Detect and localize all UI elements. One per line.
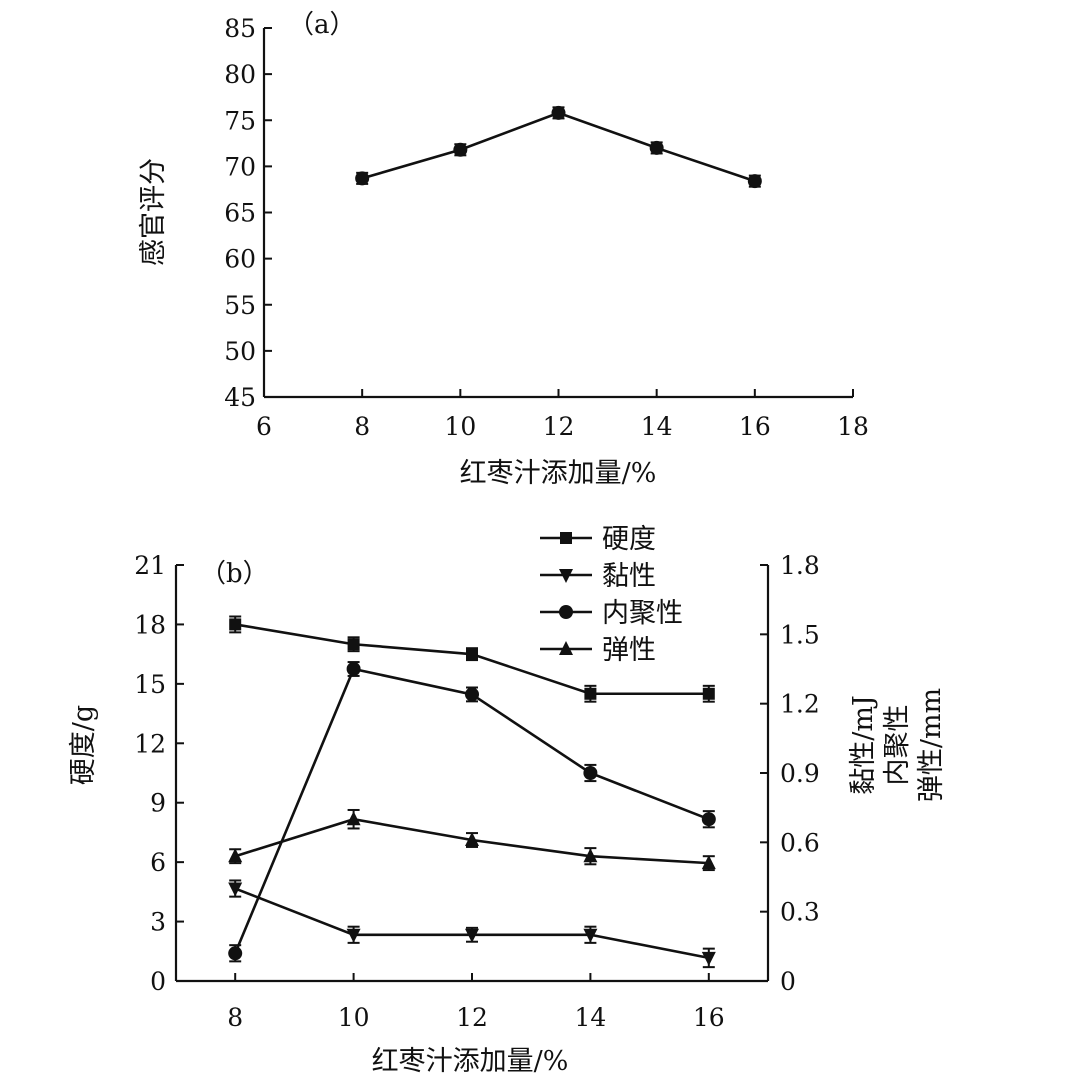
- panel-a-x-tick-label: 14: [641, 412, 673, 441]
- panel-b-right-tick-label: 1.5: [780, 620, 820, 649]
- panel-b-data-point: [583, 928, 598, 943]
- panel-a-data-point: [551, 105, 566, 120]
- panel-b-x-tick-label: 16: [693, 1003, 725, 1032]
- panel-a-label: （a）: [288, 10, 356, 40]
- panel-b-right-axis-label-springiness: 弹性/mm: [916, 688, 947, 802]
- panel-a-ticks: 45 50 55 60 65 70 75 80 85 6 8 10 12 14 16 18: [224, 14, 869, 441]
- panel-b-data-point: [702, 687, 715, 700]
- panel-b-left-tick-label: 21: [134, 551, 166, 580]
- panel-b-left-tick-label: 12: [134, 729, 166, 758]
- panel-b-left-tick-label: 6: [150, 848, 166, 877]
- panel-b-x-tick-label: 14: [574, 1003, 606, 1032]
- panel-b-data-point: [465, 928, 479, 943]
- panel-a-y-tick-label: 75: [224, 106, 256, 135]
- panel-a-y-tick-label: 85: [224, 14, 256, 43]
- panel-a-x-axis-label: 红枣汁添加量/%: [460, 458, 657, 489]
- panel-b-data-point: [701, 812, 716, 827]
- panel-a-x-tick-label: 12: [543, 412, 575, 441]
- panel-b-data-point: [346, 811, 361, 826]
- panel-a-y-tick-label: 60: [224, 245, 256, 274]
- panel-b-right-tick-label: 0.9: [780, 759, 820, 788]
- panel-b-series-line: [234, 887, 710, 960]
- panel-b-series-0: [229, 615, 715, 703]
- panel-b-left-tick-label: 9: [150, 789, 166, 818]
- panel-a-y-tick-label: 80: [224, 60, 256, 89]
- panel-b-data-point: [229, 618, 242, 631]
- panel-b-data-point: [347, 638, 360, 651]
- panel-b-right-tick-label: 0.3: [780, 898, 820, 927]
- panel-a-y-axis-label: 感官评分: [138, 158, 169, 266]
- panel-b-data-point: [465, 687, 479, 702]
- panel-b-right-tick-label: 1.8: [780, 551, 820, 580]
- panel-a-series: [355, 105, 762, 189]
- panel-a-y-tick-label: 70: [224, 152, 256, 181]
- legend-entry-1: 黏性: [540, 561, 656, 592]
- panel-b-texture-chart: （b） 硬度/g 黏性/mJ 内聚性 弹性/mm 红枣汁添加量/% 0 3 6 9 12…: [68, 524, 947, 1077]
- panel-b-data-point: [346, 662, 361, 676]
- legend-marker: [560, 532, 572, 544]
- panel-b-right-tick-label: 0: [780, 967, 796, 996]
- panel-b-data-point: [583, 848, 598, 863]
- panel-b-left-tick-label: 18: [134, 610, 166, 639]
- panel-b-data-point: [228, 848, 243, 863]
- panel-b-x-axis-label: 红枣汁添加量/%: [372, 1046, 569, 1077]
- legend-entry-3: 弹性: [540, 635, 656, 666]
- panel-a-x-tick-label: 8: [354, 412, 370, 441]
- panel-b-right-axis-label-cohesiveness: 内聚性: [882, 705, 913, 786]
- panel-b-right-axis-label-adhesiveness: 黏性/mJ: [848, 695, 879, 795]
- panel-b-series: [228, 615, 716, 969]
- panel-a-x-tick-label: 10: [444, 412, 476, 441]
- panel-a-x-tick-label: 6: [256, 412, 272, 441]
- panel-a-axes: [262, 28, 853, 399]
- panel-b-series-line: [233, 667, 710, 954]
- panel-a-y-tick-label: 65: [224, 199, 256, 228]
- panel-b-data-point: [701, 951, 716, 966]
- panel-b-series-2: [228, 661, 716, 963]
- panel-a-x-tick-label: 16: [739, 412, 771, 441]
- panel-b-series-1: [228, 879, 716, 969]
- panel-b-left-tick-label: 3: [150, 908, 166, 937]
- panel-a-series-line: [361, 111, 756, 183]
- legend-label: 内聚性: [602, 598, 683, 629]
- legend-label: 硬度: [602, 524, 656, 555]
- panel-a-data-point: [453, 142, 468, 157]
- panel-a-y-tick-label: 50: [224, 337, 256, 366]
- panel-a-sensory-score-chart: （a） 感官评分 红枣汁添加量/% 45 50 55 60 65 70 75 80 85 6 8 10…: [138, 10, 869, 489]
- legend-marker: [559, 569, 573, 583]
- legend-entry-2: 内聚性: [540, 598, 683, 629]
- panel-a-data-point: [355, 171, 370, 186]
- panel-b-x-tick-label: 12: [456, 1003, 488, 1032]
- panel-b-data-point: [466, 648, 478, 661]
- panel-b-data-point: [583, 766, 598, 780]
- panel-b-left-axis-label: 硬度/g: [68, 705, 99, 785]
- legend-label: 黏性: [602, 561, 656, 592]
- panel-a-x-tick-label: 18: [837, 412, 869, 441]
- panel-b-right-tick-label: 0.6: [780, 828, 820, 857]
- panel-b-label: （b）: [200, 559, 269, 589]
- legend-marker: [559, 605, 573, 619]
- panel-a-y-tick-label: 45: [224, 383, 256, 412]
- panel-b-data-point: [465, 832, 479, 847]
- panel-b-x-tick-label: 8: [227, 1003, 243, 1032]
- panel-b-right-tick-label: 1.2: [780, 690, 820, 719]
- legend-entry-0: 硬度: [540, 524, 656, 555]
- panel-a-data-point: [747, 174, 762, 189]
- panel-b-data-point: [346, 928, 361, 943]
- panel-b-data-point: [228, 882, 243, 897]
- legend-label: 弹性: [602, 635, 656, 666]
- panel-b-left-tick-label: 0: [150, 967, 166, 996]
- panel-a-data-point: [649, 140, 664, 155]
- panel-a-y-tick-label: 55: [224, 291, 256, 320]
- panel-b-left-tick-label: 15: [134, 670, 166, 699]
- panel-b-x-tick-label: 10: [338, 1003, 370, 1032]
- panel-b-data-point: [701, 855, 716, 870]
- panel-b-ticks: 0 3 6 9 12 15 18 21 0 0.3 0.6 0.9 1.2 1.5 1.8 8 10 12 14 16: [134, 551, 820, 1032]
- panel-b-data-point: [584, 687, 597, 700]
- panel-b-series-3: [228, 808, 716, 872]
- panel-b-data-point: [228, 946, 243, 961]
- legend-marker: [559, 641, 573, 655]
